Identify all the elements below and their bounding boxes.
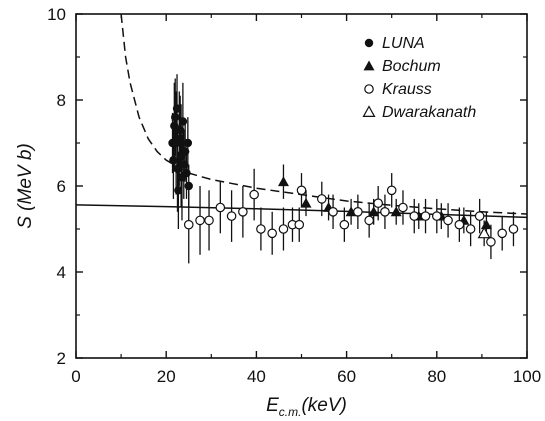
krauss-point: [373, 198, 383, 208]
solid-fit-curve: [75, 204, 528, 219]
legend-marker-bochum: [363, 60, 375, 71]
data-markers: [168, 104, 519, 247]
krauss-point: [353, 207, 363, 217]
krauss-point: [443, 215, 453, 226]
y-tick-label: 6: [57, 177, 66, 196]
luna-point: [175, 134, 184, 143]
krauss-point: [465, 224, 476, 234]
krauss-point: [316, 194, 327, 204]
krauss-point: [474, 211, 485, 221]
krauss-point: [364, 215, 374, 226]
krauss-point: [278, 224, 289, 234]
y-tick-label: 10: [47, 5, 66, 24]
x-tick-label: 80: [427, 367, 446, 386]
bochum-point: [277, 176, 289, 187]
legend-label-krauss: Krauss: [382, 81, 432, 98]
dwarakanath-point: [477, 226, 491, 239]
x-axis-label-subscript: c.m.: [279, 405, 302, 419]
legend-label-luna: LUNA: [382, 35, 425, 52]
luna-point: [175, 125, 185, 135]
krauss-point: [380, 207, 390, 217]
x-axis-label: Ec.m.(keV): [266, 395, 347, 419]
y-axis-label: S (MeV b): [15, 143, 36, 229]
krauss-point: [238, 207, 248, 217]
bochum-point: [368, 206, 380, 217]
luna-point: [169, 156, 178, 165]
legend: LUNA Bochum Krauss Dwarakanath: [362, 35, 476, 121]
bochum-point: [480, 219, 492, 230]
krauss-point: [226, 211, 237, 221]
krauss-point: [339, 219, 350, 230]
krauss-point: [420, 211, 431, 221]
krauss-point: [294, 219, 305, 230]
krauss-point: [215, 202, 226, 213]
krauss-point: [409, 211, 420, 221]
legend-label-dwarakanath: Dwarakanath: [382, 104, 476, 121]
luna-point: [178, 117, 188, 126]
luna-point: [180, 147, 190, 156]
y-tick-label: 2: [57, 349, 66, 368]
x-axis-label-main: E: [266, 395, 279, 416]
x-tick-label: 20: [157, 367, 176, 386]
luna-point: [174, 186, 183, 195]
krauss-point: [486, 237, 496, 247]
luna-point: [172, 104, 182, 113]
krauss-point: [328, 207, 338, 217]
luna-point: [179, 160, 188, 169]
axis-labels: S (MeV b) Ec.m.(keV): [15, 143, 347, 419]
luna-point: [184, 181, 193, 191]
krauss-point: [497, 228, 507, 239]
krauss-point: [296, 185, 307, 196]
luna-point: [173, 164, 182, 173]
krauss-point: [398, 202, 408, 213]
bochum-point: [390, 206, 402, 217]
luna-point: [183, 138, 193, 148]
bochum-point: [300, 197, 312, 208]
x-tick-label: 0: [71, 367, 80, 386]
krauss-point: [183, 219, 194, 230]
krauss-point: [454, 219, 465, 230]
error-bars: [171, 74, 515, 264]
legend-label-bochum: Bochum: [382, 58, 441, 75]
x-axis-label-suffix: (keV): [301, 395, 346, 416]
krauss-point: [386, 185, 397, 196]
krauss-point: [249, 189, 259, 200]
krauss-point: [195, 215, 205, 226]
y-tick-label: 4: [57, 263, 66, 282]
krauss-point: [508, 224, 519, 234]
krauss-point: [267, 228, 277, 239]
krauss-point: [204, 215, 214, 226]
legend-marker-luna: [364, 38, 374, 48]
legend-marker-dwarakanath: [362, 105, 376, 118]
x-tick-label: 60: [337, 367, 356, 386]
legend-marker-krauss: [364, 84, 374, 94]
x-tick-label: 40: [247, 367, 266, 386]
y-tick-label: 8: [57, 91, 66, 110]
x-tick-label: 100: [513, 367, 541, 386]
luna-point: [182, 168, 191, 178]
axis-ticks: 0 20 40 60 80 100 2 4 6 8 10: [47, 5, 541, 386]
krauss-point: [431, 211, 442, 221]
krauss-point: [256, 224, 266, 234]
luna-point: [170, 121, 179, 130]
luna-point: [171, 113, 180, 122]
